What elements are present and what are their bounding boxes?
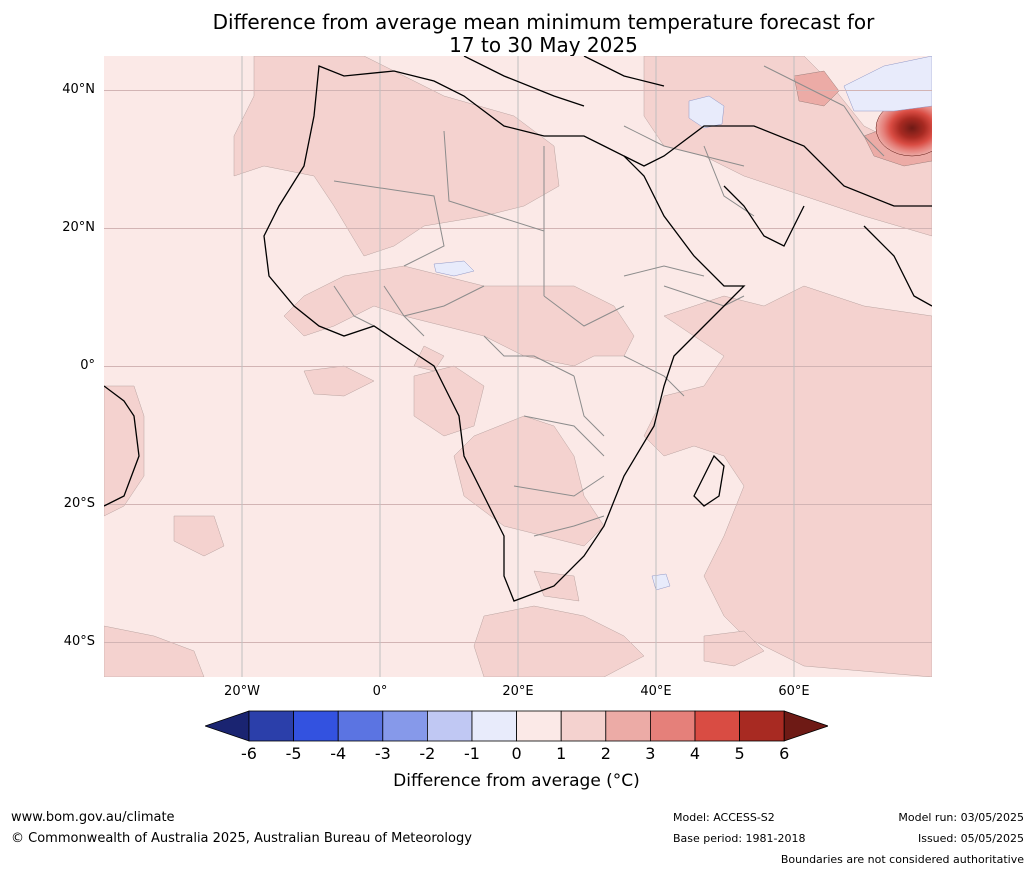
lon-label-0: 0°: [372, 684, 388, 699]
colorbar-extend-low: [205, 710, 250, 742]
colorbar-extend-high: [783, 710, 828, 742]
colorbar-cell: [605, 710, 651, 742]
colorbar-tick-label: -5: [285, 744, 302, 763]
anomaly-cool-regions: [433, 56, 932, 591]
colorbar-cell: [248, 710, 294, 742]
lat-label-40n: 40°N: [62, 82, 95, 97]
colorbar-cell: [516, 710, 562, 742]
footer-model: Model: ACCESS-S2: [673, 811, 775, 824]
lon-label-40e: 40°E: [640, 684, 672, 699]
anomaly-map: [104, 56, 932, 677]
colorbar-tick-label: -6: [241, 744, 257, 763]
colorbar-cell: [293, 710, 339, 742]
lon-label-20e: 20°E: [502, 684, 534, 699]
colorbar-tick-label: 2: [600, 744, 611, 763]
colorbar: [205, 710, 828, 742]
colorbar-tick-label: 4: [689, 744, 701, 763]
colorbar-cell: [560, 710, 607, 742]
colorbar-tick-label: -4: [330, 744, 347, 763]
colorbar-tick-label: -1: [464, 744, 480, 763]
coastlines: [104, 56, 932, 602]
lat-label-40s: 40°S: [63, 634, 95, 649]
colorbar-cell: [694, 710, 740, 742]
lon-label-60e: 60°E: [778, 684, 810, 699]
colorbar-cell: [471, 710, 517, 742]
colorbar-tick-label: 1: [556, 744, 567, 763]
anomaly-1-2-regions: [104, 56, 932, 677]
lat-label-20n: 20°N: [62, 220, 95, 235]
colorbar-cell: [382, 710, 428, 742]
country-borders: [333, 65, 885, 537]
footer-base-period: Base period: 1981-2018: [673, 832, 806, 845]
colorbar-tick-label: 6: [779, 744, 790, 763]
lon-label-20w: 20°W: [224, 684, 260, 699]
colorbar-title: Difference from average (°C): [393, 771, 640, 791]
colorbar-tick-label: 5: [734, 744, 745, 763]
colorbar-tick-label: 0: [511, 744, 522, 763]
lat-label-20s: 20°S: [63, 496, 95, 511]
footer-disclaimer: Boundaries are not considered authoritat…: [780, 853, 1024, 866]
colorbar-cell: [337, 710, 384, 742]
chart-title-line2: 17 to 30 May 2025: [449, 33, 638, 57]
lat-label-0: 0°: [80, 358, 95, 373]
footer-model-run: Model run: 03/05/2025: [898, 811, 1024, 824]
footer-website: www.bom.gov.au/climate: [11, 810, 175, 825]
colorbar-tick-label: -3: [374, 744, 391, 763]
colorbar-cell: [739, 710, 785, 742]
chart-title-line1: Difference from average mean minimum tem…: [212, 10, 875, 34]
colorbar-tick-label: 3: [645, 744, 656, 763]
colorbar-tick-label: -2: [419, 744, 436, 763]
footer-copyright: © Commonwealth of Australia 2025, Austra…: [11, 831, 472, 846]
colorbar-cell: [426, 710, 473, 742]
colorbar-cell: [649, 710, 696, 742]
footer-issued: Issued: 05/05/2025: [917, 832, 1024, 845]
